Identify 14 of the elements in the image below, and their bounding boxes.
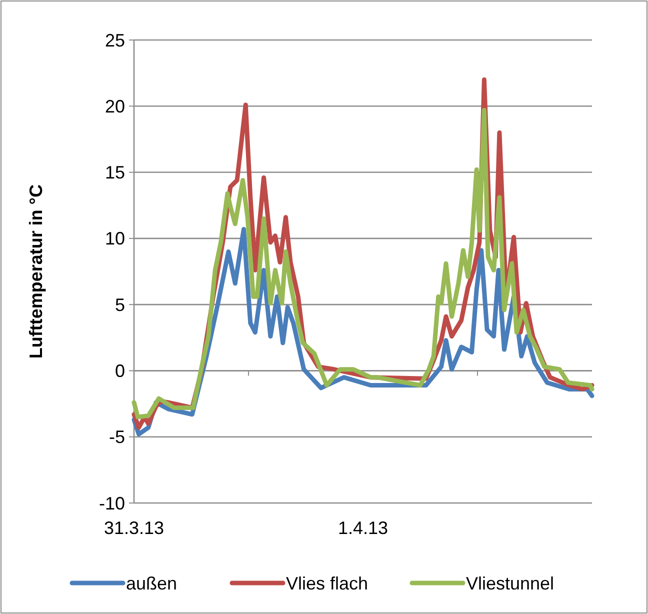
- x-tick-label: 1.4.13: [338, 518, 388, 538]
- legend-label: Vlies flach: [286, 573, 368, 594]
- y-tick-label: 25: [104, 30, 125, 50]
- y-tick-label: 5: [114, 294, 125, 315]
- y-tick-label: 10: [104, 228, 125, 249]
- y-tick-label: -10: [98, 493, 125, 514]
- y-axis-title: Lufttemperatur in °C: [26, 184, 46, 359]
- y-tick-label: 15: [104, 162, 125, 183]
- x-tick-label: 31.3.13: [104, 518, 164, 538]
- y-tick-label: 0: [114, 361, 125, 382]
- y-tick-label: 20: [104, 96, 125, 116]
- y-tick-label: -5: [108, 427, 125, 448]
- legend-label: Vliestunnel: [466, 573, 554, 594]
- legend-label: außen: [126, 573, 178, 594]
